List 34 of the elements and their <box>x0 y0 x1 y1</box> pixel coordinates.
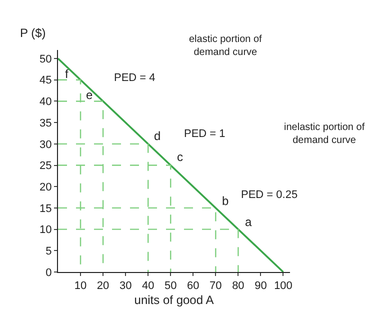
y-tick-label: 20 <box>40 181 52 194</box>
annotation: inelastic portion of demand curve <box>284 122 365 146</box>
x-tick-label: 90 <box>254 280 267 292</box>
y-tick-label: 30 <box>40 138 52 151</box>
x-tick-label: 80 <box>232 280 244 292</box>
x-tick-label: 50 <box>164 280 177 292</box>
annotation: PED = 4 <box>114 72 156 84</box>
x-axis-title: units of good A <box>134 293 214 308</box>
x-tick-label: 60 <box>187 280 200 292</box>
y-tick-label: 50 <box>40 53 52 66</box>
annotation: f <box>65 67 69 81</box>
annotation: e <box>86 88 93 102</box>
x-tick-label: 70 <box>210 280 222 292</box>
annotation: PED = 0.25 <box>241 189 298 201</box>
annotation: a <box>245 215 252 229</box>
annotation: PED = 1 <box>184 128 226 140</box>
y-tick-label: 40 <box>40 96 52 108</box>
annotation: elastic portion of demand curve <box>189 34 262 58</box>
annotation: c <box>177 150 183 164</box>
x-tick-label: 10 <box>74 280 87 292</box>
y-axis-title: P ($) <box>20 26 46 40</box>
y-tick-label: 0 <box>46 266 52 279</box>
y-tick-label: 25 <box>40 160 52 172</box>
x-tick-label: 40 <box>142 280 154 292</box>
y-tick-label: 5 <box>46 246 52 258</box>
x-tick-label: 100 <box>274 280 292 292</box>
y-tick-label: 10 <box>40 224 52 236</box>
y-tick-label: 45 <box>40 74 52 87</box>
x-tick-label: 30 <box>119 280 132 292</box>
y-tick-label: 15 <box>40 202 52 215</box>
y-tick-label: 35 <box>40 117 52 130</box>
annotation: b <box>222 194 229 208</box>
annotation: d <box>154 129 161 143</box>
x-tick-label: 20 <box>96 280 110 292</box>
